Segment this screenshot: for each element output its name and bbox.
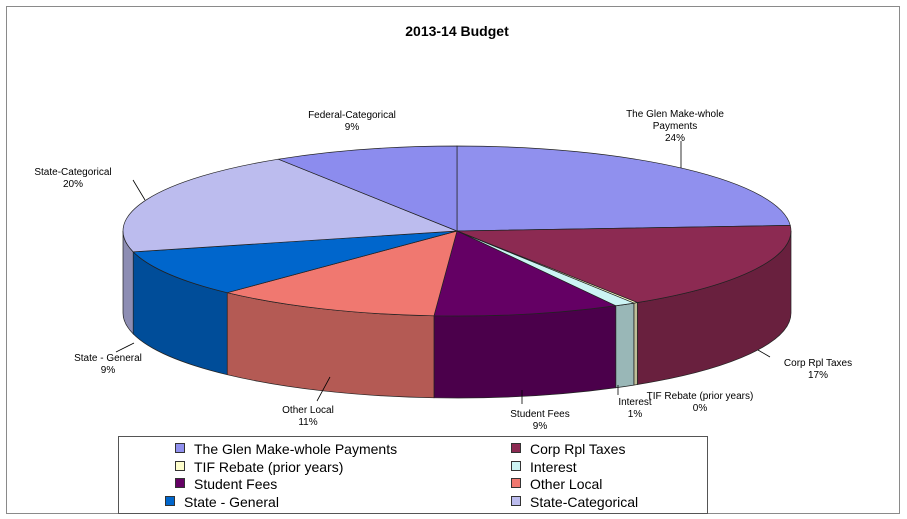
legend-item-student-fees: Student Fees [175,476,277,492]
legend-swatch [165,495,175,506]
slice-state-general [132,230,458,294]
slice-the-glen-make-whole-payments [456,145,791,232]
legend-label: Interest [530,458,577,475]
legend-item-state-categorical: State-Categorical [511,494,638,510]
legend-item-the-glen-make-whole-payments: The Glen Make-whole Payments [175,441,397,457]
legend: The Glen Make-whole Payments Corp Rpl Tax… [118,436,708,514]
chart-title: 2013-14 Budget [405,23,509,39]
legend-swatch [511,478,521,488]
legend-swatch [175,478,185,488]
pie-tops [122,145,792,317]
slice-federal-categorical [277,145,458,232]
legend-item-state-general: State - General [165,494,279,510]
legend-swatch [511,495,521,506]
legend-label: Student Fees [194,476,278,492]
legend-label: Other Local [530,476,603,492]
slice-label-tif-rebate-prior-years: TIF Rebate (prior years) 0% [647,391,754,414]
slice-side-interest [615,302,635,389]
slice-label-corp-rpl-taxes: Corp Rpl Taxes 17% [784,358,852,381]
legend-label: State-Categorical [530,493,639,510]
slice-side-tif-rebate-prior-years [633,302,638,386]
leader-line-state-general [115,342,135,353]
slice-side-student-fees [433,305,617,399]
legend-label: TIF Rebate (prior years) [194,458,344,475]
slice-label-state-categorical: State-Categorical 20% [34,167,111,190]
slice-label-student-fees: Student Fees 9% [510,409,569,432]
legend-swatch [175,443,185,453]
legend-item-interest: Interest [511,459,577,475]
slice-student-fees [433,230,617,317]
slice-state-categorical [122,158,458,253]
legend-item-tif-rebate-prior-years: TIF Rebate (prior years) [175,459,343,475]
slice-labels: The Glen Make-whole Payments 24% Corp Rpl T… [34,109,852,432]
slice-corp-rpl-taxes [456,225,792,303]
slice-label-federal-categorical: Federal-Categorical 9% [308,110,396,133]
legend-swatch [511,460,521,471]
legend-label: State - General [184,493,279,510]
leader-line-state-categorical [132,179,146,201]
slice-label-the-glen-make-whole-payments: The Glen Make-whole Payments 24% [626,109,724,144]
slice-label-other-local: Other Local 11% [282,405,334,428]
slice-other-local [227,230,458,317]
legend-swatch [511,443,521,453]
legend-item-corp-rpl-taxes: Corp Rpl Taxes [511,441,625,457]
legend-swatch [175,460,185,471]
leader-line-other-local [316,376,331,402]
legend-item-other-local: Other Local [511,476,602,492]
slice-label-interest: Interest 1% [618,397,652,420]
legend-label: The Glen Make-whole Payments [194,441,398,457]
legend-label: Corp Rpl Taxes [530,441,626,457]
leader-line-corp-rpl-taxes [757,349,771,358]
slice-label-state-general: State - General 9% [74,353,142,376]
